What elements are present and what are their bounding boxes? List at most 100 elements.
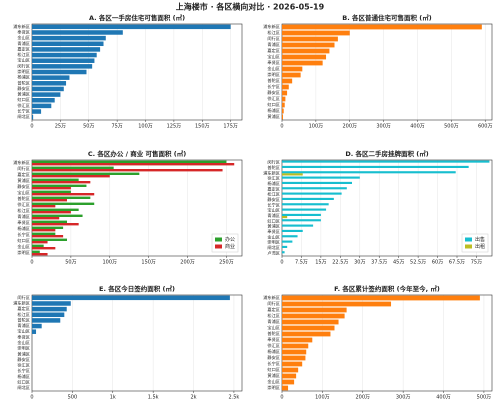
x-tick-label: 0: [280, 395, 283, 401]
y-tick-label: 崇明区: [17, 346, 30, 352]
y-tick-label: 静安区: [267, 354, 280, 361]
bar: [32, 223, 79, 226]
bar: [282, 187, 347, 190]
y-tick-label: 金山区: [267, 378, 280, 385]
bar: [282, 307, 347, 313]
x-tick-label: 22.5万: [332, 260, 348, 266]
bar: [32, 229, 56, 232]
y-tick-label: 奉贤区: [17, 333, 30, 340]
x-tick-label: 400万: [410, 124, 425, 130]
plot-frame: [31, 294, 243, 392]
bar: [32, 329, 37, 334]
bar: [282, 197, 334, 200]
bar: [282, 171, 456, 174]
chart-title: D. 各区二手房挂牌面积 (㎡): [345, 149, 428, 158]
y-tick-label: 嘉定区: [17, 171, 30, 178]
bar: [32, 81, 67, 86]
x-tick-label: 0: [30, 124, 33, 130]
bar: [32, 241, 48, 244]
y-tick-label: 闵行区: [17, 62, 30, 69]
bar: [282, 385, 289, 391]
bar: [282, 355, 306, 361]
bar: [282, 295, 480, 301]
x-tick-label: 1k: [110, 395, 116, 401]
x-tick-label: 500万: [444, 124, 459, 130]
y-tick-label: 黄浦区: [267, 113, 280, 120]
chart-title: B. 各区普通住宅可售面积 (㎡): [342, 13, 431, 22]
y-tick-label: 松江区: [17, 311, 30, 318]
y-tick-label: 杨浦区: [267, 107, 280, 114]
bar: [282, 325, 335, 331]
y-tick-label: 普陀区: [17, 316, 30, 323]
y-tick-label: 嘉定区: [267, 185, 280, 192]
y-tick-label: 虹口区: [267, 101, 280, 108]
y-tick-label: 青浦区: [17, 322, 30, 329]
y-tick-label: 徐汇区: [267, 175, 280, 182]
legend-label: 出售: [475, 236, 485, 243]
bar: [32, 199, 67, 202]
y-tick-label: 宝山区: [267, 207, 280, 214]
x-tick-label: 100万: [103, 260, 118, 266]
bar: [282, 24, 482, 30]
x-tick-label: 0: [280, 260, 283, 266]
chart-title: F. 各区累计签约面积 (今年至今, ㎡): [334, 284, 440, 293]
x-tick-label: 500: [68, 395, 78, 401]
y-tick-label: 松江区: [267, 312, 280, 319]
legend-label: 办公: [225, 236, 235, 243]
bar: [32, 235, 64, 238]
legend-label: 出租: [475, 243, 485, 250]
bar: [282, 165, 469, 168]
y-tick-label: 松江区: [267, 191, 280, 198]
bar: [282, 102, 285, 108]
y-tick-label: 普陀区: [267, 164, 280, 171]
x-tick-label: 75万: [471, 260, 482, 266]
y-tick-label: 崇明区: [17, 69, 30, 75]
x-tick-label: 37.5万: [371, 260, 387, 266]
y-tick-label: 奉贤区: [267, 228, 280, 235]
y-tick-label: 浦东新区: [13, 159, 30, 166]
legend-swatch: [465, 237, 472, 242]
y-tick-label: 奉贤区: [17, 219, 30, 226]
x-tick-label: 15万: [315, 260, 326, 266]
y-tick-label: 浦东新区: [263, 23, 280, 30]
y-tick-label: 嘉定区: [17, 305, 30, 312]
bar: [32, 169, 223, 172]
x-tick-label: 1.5k: [148, 395, 159, 401]
y-tick-label: 金山区: [267, 65, 280, 72]
legend-swatch: [465, 244, 472, 249]
y-tick-label: 长宁区: [17, 231, 30, 238]
bar: [32, 220, 67, 223]
bar: [282, 216, 288, 219]
y-tick-label: 长宁区: [17, 367, 30, 374]
y-tick-label: 松江区: [17, 51, 30, 58]
x-tick-label: 75万: [111, 124, 122, 130]
y-tick-label: 徐汇区: [17, 362, 30, 369]
bar: [282, 208, 327, 211]
page-title: 上海楼市 · 各区横向对比 · 2026-05-19: [176, 2, 325, 12]
x-tick-label: 300万: [396, 395, 411, 401]
x-tick-label: 2.5k: [228, 395, 239, 401]
bar: [282, 181, 352, 184]
bar: [32, 30, 123, 35]
x-tick-label: 30万: [354, 260, 365, 266]
y-tick-label: 崇明区: [267, 240, 280, 246]
y-tick-label: 浦东新区: [13, 23, 30, 30]
y-tick-label: 黄浦区: [267, 223, 280, 230]
y-tick-label: 徐汇区: [267, 95, 280, 102]
y-tick-label: 崇明区: [267, 385, 280, 391]
bar: [282, 379, 295, 385]
x-tick-label: 400万: [436, 395, 451, 401]
bar: [32, 232, 56, 235]
plot-frame: [31, 159, 243, 257]
plot-frame: [281, 159, 493, 257]
x-tick-label: 50万: [65, 260, 76, 266]
y-tick-label: 奉贤区: [17, 28, 30, 35]
y-tick-label: 静安区: [17, 183, 30, 190]
y-tick-label: 徐汇区: [17, 102, 30, 109]
x-tick-label: 150万: [141, 260, 156, 266]
x-tick-label: 150万: [195, 124, 210, 130]
y-tick-label: 杨浦区: [17, 74, 30, 81]
y-tick-label: 闵行区: [17, 165, 30, 172]
y-tick-label: 嘉定区: [267, 47, 280, 54]
